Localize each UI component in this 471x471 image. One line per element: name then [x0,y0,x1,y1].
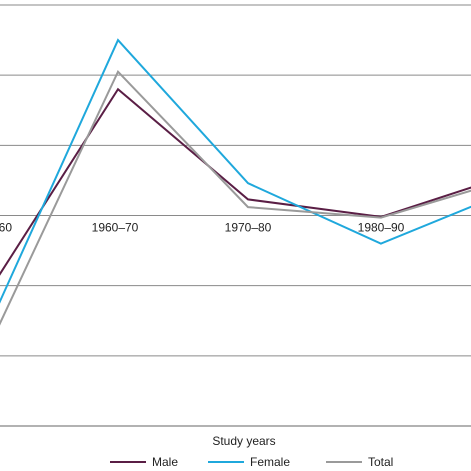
grid-lines [0,4,471,427]
x-tick-label: 1960–70 [92,221,139,235]
x-axis-title: Study years [212,434,275,448]
legend-label-total: Total [368,455,393,469]
x-tick-label: 1970–80 [225,221,272,235]
legend: Male Female Total [110,455,393,469]
legend-label-male: Male [152,455,178,469]
x-tick-label: –60 [0,221,12,235]
series-line-total [0,69,471,326]
x-tick-labels: –60 1960–70 1970–80 1980–90 [0,221,405,235]
legend-label-female: Female [250,455,290,469]
series-lines [0,38,471,326]
series-line-male [0,87,471,276]
x-tick-label: 1980–90 [358,221,405,235]
series-line-female [0,38,471,304]
